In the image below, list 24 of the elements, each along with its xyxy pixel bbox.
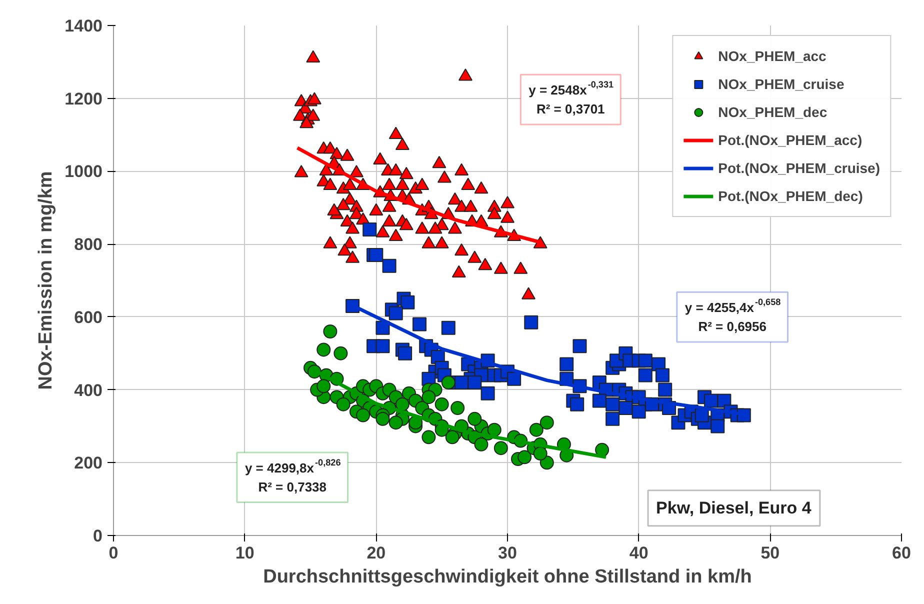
legend-label: Pot.(NOx_PHEM_dec) (718, 188, 863, 204)
y-tick-label: 800 (74, 235, 103, 254)
x-axis-title: Durchschnittsgeschwindigkeit ohne Stillstand in km/h (263, 566, 752, 588)
y-tick-label: 1000 (64, 162, 103, 182)
x-tick-label: 20 (366, 544, 386, 562)
x-tick-label: 50 (760, 544, 780, 562)
y-tick-label: 600 (74, 308, 103, 327)
y-tick-label: 200 (74, 454, 103, 473)
legend-label: NOx_PHEM_dec (718, 104, 828, 120)
x-tick-label: 10 (235, 544, 254, 562)
y-axis-title: NOx-Emission in mg/km (36, 171, 57, 390)
y-tick-label: 0 (93, 526, 103, 546)
x-tick-label: 30 (498, 544, 517, 562)
x-tick-label: 40 (629, 544, 648, 562)
y-tick-label: 400 (74, 380, 103, 400)
legend-label: NOx_PHEM_acc (718, 48, 826, 64)
legend-label: Pot.(NOx_PHEM_cruise) (718, 160, 880, 176)
y-tick-label: 1400 (64, 16, 103, 36)
legend-label: Pot.(NOx_PHEM_acc) (718, 132, 862, 148)
legend-label: NOx_PHEM_cruise (718, 76, 844, 92)
x-tick-label: 0 (108, 544, 118, 562)
annotation: Pkw, Diesel, Euro 4 (656, 498, 812, 518)
y-tick-label: 1200 (64, 89, 103, 108)
x-tick-label: 60 (892, 544, 911, 562)
